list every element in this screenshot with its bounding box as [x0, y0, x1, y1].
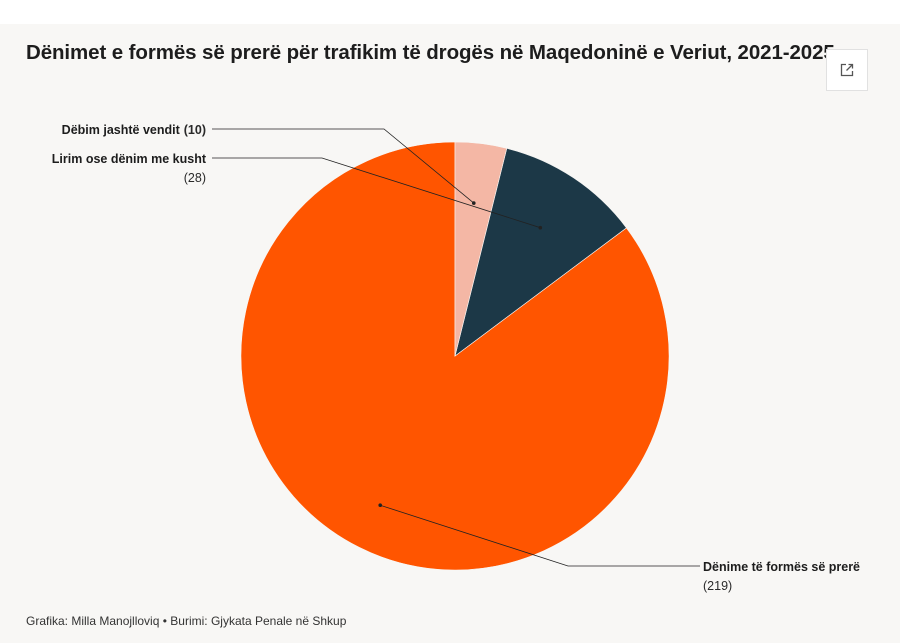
- leader-line-2: [212, 128, 475, 204]
- leader-lines: [212, 128, 700, 567]
- graphic-credit: Grafika: Milla Manojlloviq: [26, 614, 160, 628]
- label-lirim-value: (28): [184, 171, 206, 185]
- source-credit: Burimi: Gjykata Penale në Shkup: [170, 614, 347, 628]
- label-debim-name: Dëbim jashtë vendit (10): [62, 123, 206, 137]
- leader-line-1: [212, 157, 541, 229]
- label-denime-name: Dënime të formës së prerë: [703, 560, 860, 574]
- footer-separator: •: [162, 614, 167, 628]
- external-link-icon: [840, 63, 854, 77]
- pie-slice-2: [454, 141, 508, 357]
- pie-slice-1: [454, 148, 627, 357]
- pie-slices: [240, 141, 670, 571]
- label-denime-value: (219): [703, 579, 732, 593]
- expand-button[interactable]: [826, 49, 868, 91]
- top-strip: [0, 0, 900, 24]
- chart-title: Dënimet e formës së prerë për trafikim t…: [26, 41, 835, 64]
- footer: Grafika: Milla Manojlloviq • Burimi: Gjy…: [26, 614, 346, 628]
- leader-line-0: [380, 504, 700, 567]
- label-lirim-name: Lirim ose dënim me kusht: [52, 152, 207, 166]
